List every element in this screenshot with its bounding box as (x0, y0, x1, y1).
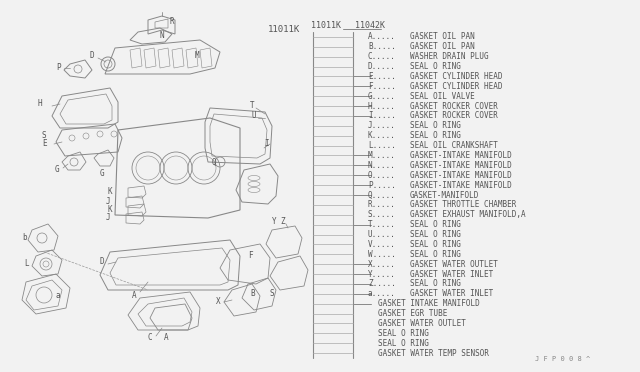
Text: SEAL O RING: SEAL O RING (410, 279, 461, 288)
Text: L.....: L..... (368, 141, 396, 150)
Text: GASKET-INTAKE MANIFOLD: GASKET-INTAKE MANIFOLD (410, 171, 512, 180)
Text: H: H (38, 99, 43, 109)
Text: GASKET WATER TEMP SENSOR: GASKET WATER TEMP SENSOR (378, 349, 489, 357)
Text: GASKET THROTTLE CHAMBER: GASKET THROTTLE CHAMBER (410, 201, 516, 209)
Text: E.....: E..... (368, 72, 396, 81)
Text: V.....: V..... (368, 240, 396, 249)
Text: R.....: R..... (368, 201, 396, 209)
Text: Y: Y (272, 218, 276, 227)
Text: SEAL OIL CRANKSHAFT: SEAL OIL CRANKSHAFT (410, 141, 498, 150)
Text: SEAL O RING: SEAL O RING (410, 62, 461, 71)
Text: J: J (106, 214, 111, 222)
Text: Q: Q (212, 157, 216, 167)
Text: I.....: I..... (368, 112, 396, 121)
Text: T: T (250, 102, 255, 110)
Text: J.....: J..... (368, 121, 396, 130)
Text: GASKET-INTAKE MANIFOLD: GASKET-INTAKE MANIFOLD (410, 151, 512, 160)
Text: D.....: D..... (368, 62, 396, 71)
Text: SEAL OIL VALVE: SEAL OIL VALVE (410, 92, 475, 101)
Text: GASKET EGR TUBE: GASKET EGR TUBE (378, 309, 447, 318)
Text: C: C (148, 334, 152, 343)
Text: Z.....: Z..... (368, 279, 396, 288)
Text: SEAL O RING: SEAL O RING (410, 220, 461, 229)
Text: GASKET EXHAUST MANIFOLD,A: GASKET EXHAUST MANIFOLD,A (410, 210, 525, 219)
Text: G: G (55, 166, 60, 174)
Text: F: F (248, 251, 253, 260)
Text: GASKET-INTAKE MANIFOLD: GASKET-INTAKE MANIFOLD (410, 181, 512, 190)
Text: SEAL O RING: SEAL O RING (410, 240, 461, 249)
Text: J F P 0 0 8 ^: J F P 0 0 8 ^ (535, 356, 590, 362)
Text: WASHER DRAIN PLUG: WASHER DRAIN PLUG (410, 52, 488, 61)
Text: SEAL O RING: SEAL O RING (410, 131, 461, 140)
Text: GASKET INTAKE MANIFOLD: GASKET INTAKE MANIFOLD (378, 299, 480, 308)
Text: GASKET CYLINDER HEAD: GASKET CYLINDER HEAD (410, 82, 502, 91)
Text: SEAL O RING: SEAL O RING (378, 339, 429, 348)
Text: S: S (42, 131, 47, 141)
Text: b: b (22, 234, 27, 243)
Text: J: J (106, 198, 111, 206)
Text: a.....: a..... (368, 289, 396, 298)
Text: S.....: S..... (368, 210, 396, 219)
Text: GASKET WATER OUTLET: GASKET WATER OUTLET (378, 319, 466, 328)
Text: N: N (160, 32, 164, 41)
Text: K: K (108, 187, 113, 196)
Text: A.....: A..... (368, 32, 396, 41)
Text: SEAL O RING: SEAL O RING (410, 250, 461, 259)
Text: D: D (90, 51, 95, 61)
Text: I: I (264, 140, 269, 148)
Text: U: U (252, 112, 257, 121)
Text: X: X (216, 298, 221, 307)
Text: a: a (55, 291, 60, 299)
Text: O.....: O..... (368, 171, 396, 180)
Text: F.....: F..... (368, 82, 396, 91)
Text: P: P (56, 62, 61, 71)
Text: U.....: U..... (368, 230, 396, 239)
Text: A: A (164, 334, 168, 343)
Text: B: B (250, 289, 255, 298)
Text: 11042K: 11042K (355, 22, 385, 31)
Text: GASKET WATER INLET: GASKET WATER INLET (410, 270, 493, 279)
Text: T.....: T..... (368, 220, 396, 229)
Text: GASKET WATER OUTLET: GASKET WATER OUTLET (410, 260, 498, 269)
Text: R: R (170, 17, 175, 26)
Text: GASKET WATER INLET: GASKET WATER INLET (410, 289, 493, 298)
Text: Y.....: Y..... (368, 270, 396, 279)
Text: SEAL O RING: SEAL O RING (410, 121, 461, 130)
Text: N.....: N..... (368, 161, 396, 170)
Text: GASKET-INTAKE MANIFOLD: GASKET-INTAKE MANIFOLD (410, 161, 512, 170)
Text: B.....: B..... (368, 42, 396, 51)
Text: SEAL O RING: SEAL O RING (410, 230, 461, 239)
Text: M.....: M..... (368, 151, 396, 160)
Text: A: A (132, 292, 136, 301)
Text: M: M (195, 51, 200, 61)
Text: E: E (42, 140, 47, 148)
Text: Q.....: Q..... (368, 190, 396, 199)
Text: W.....: W..... (368, 250, 396, 259)
Text: GASKET OIL PAN: GASKET OIL PAN (410, 42, 475, 51)
Text: H.....: H..... (368, 102, 396, 110)
Text: GASKET-MANIFOLD: GASKET-MANIFOLD (410, 190, 479, 199)
Text: 11011K: 11011K (311, 22, 341, 31)
Text: G: G (100, 169, 104, 177)
Text: P.....: P..... (368, 181, 396, 190)
Text: GASKET ROCKER COVER: GASKET ROCKER COVER (410, 102, 498, 110)
Text: K.....: K..... (368, 131, 396, 140)
Text: SEAL O RING: SEAL O RING (378, 329, 429, 338)
Text: K: K (108, 205, 113, 215)
Text: C.....: C..... (368, 52, 396, 61)
Text: L: L (24, 259, 29, 267)
Text: GASKET CYLINDER HEAD: GASKET CYLINDER HEAD (410, 72, 502, 81)
Text: X.....: X..... (368, 260, 396, 269)
Text: Z: Z (280, 218, 285, 227)
Text: S: S (270, 289, 275, 298)
Text: GASKET ROCKER COVER: GASKET ROCKER COVER (410, 112, 498, 121)
Text: 11011K: 11011K (268, 26, 300, 35)
Text: D: D (100, 257, 104, 266)
Text: GASKET OIL PAN: GASKET OIL PAN (410, 32, 475, 41)
Text: G.....: G..... (368, 92, 396, 101)
